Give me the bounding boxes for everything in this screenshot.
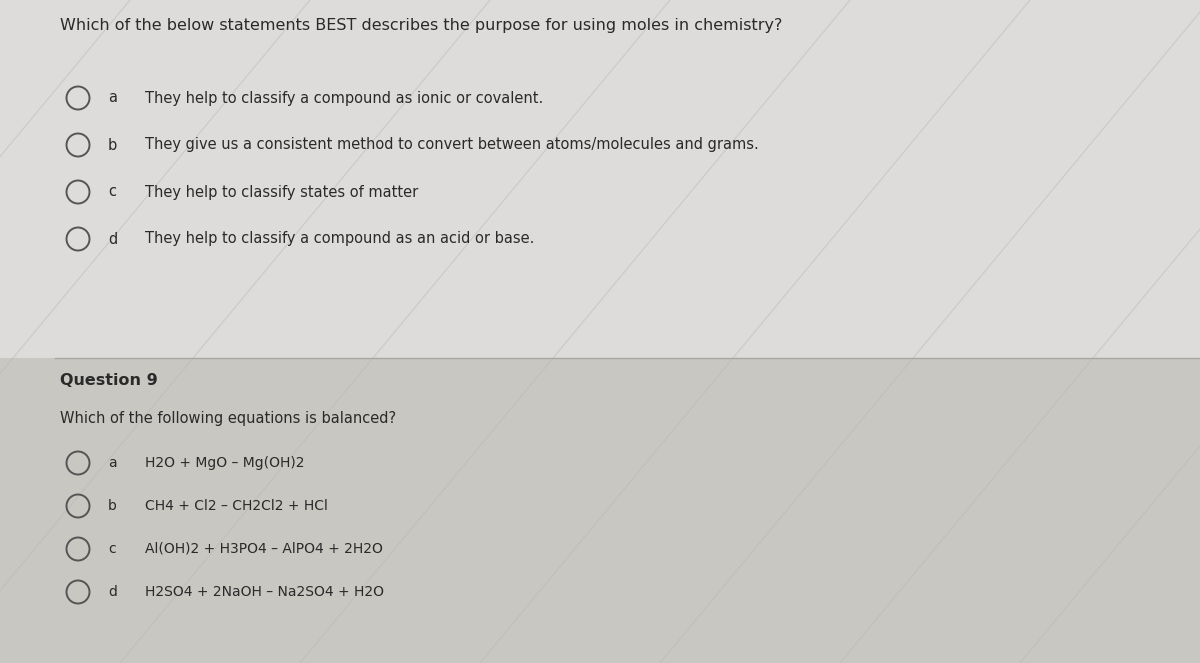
Text: H2SO4 + 2NaOH – Na2SO4 + H2O: H2SO4 + 2NaOH – Na2SO4 + H2O: [145, 585, 384, 599]
Text: Which of the below statements BEST describes the purpose for using moles in chem: Which of the below statements BEST descr…: [60, 18, 782, 33]
Text: They help to classify a compound as ionic or covalent.: They help to classify a compound as ioni…: [145, 91, 544, 105]
Text: Al(OH)2 + H3PO4 – AlPO4 + 2H2O: Al(OH)2 + H3PO4 – AlPO4 + 2H2O: [145, 542, 383, 556]
Text: c: c: [108, 184, 116, 200]
Text: c: c: [108, 542, 115, 556]
Text: b: b: [108, 137, 118, 152]
FancyBboxPatch shape: [0, 358, 1200, 663]
Text: They help to classify states of matter: They help to classify states of matter: [145, 184, 419, 200]
FancyBboxPatch shape: [0, 0, 1200, 358]
Text: They help to classify a compound as an acid or base.: They help to classify a compound as an a…: [145, 231, 534, 247]
Text: d: d: [108, 231, 118, 247]
Text: H2O + MgO – Mg(OH)2: H2O + MgO – Mg(OH)2: [145, 456, 305, 470]
Text: They give us a consistent method to convert between atoms/molecules and grams.: They give us a consistent method to conv…: [145, 137, 758, 152]
Text: a: a: [108, 91, 118, 105]
Text: d: d: [108, 585, 116, 599]
Text: a: a: [108, 456, 116, 470]
Text: b: b: [108, 499, 116, 513]
Text: Question 9: Question 9: [60, 373, 157, 388]
Text: Which of the following equations is balanced?: Which of the following equations is bala…: [60, 411, 396, 426]
Text: CH4 + Cl2 – CH2Cl2 + HCl: CH4 + Cl2 – CH2Cl2 + HCl: [145, 499, 328, 513]
